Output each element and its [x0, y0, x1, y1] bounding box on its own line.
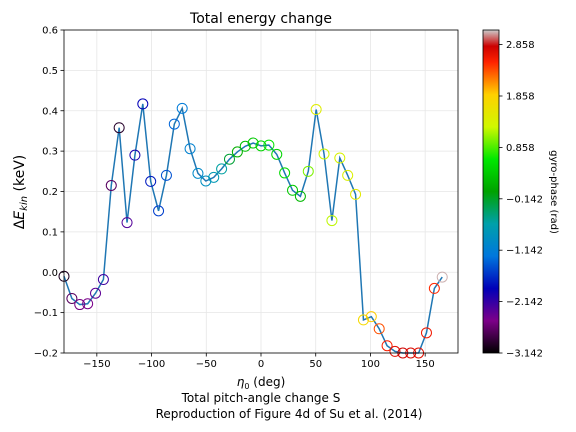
y-tick-label: 0.6 [42, 26, 58, 37]
data-point [365, 311, 377, 323]
data-point [420, 327, 432, 339]
y-tick-label: 0.3 [42, 147, 58, 158]
y-axis-label-symbol: Δ [12, 219, 28, 229]
data-point [66, 292, 78, 304]
data-point [145, 175, 157, 187]
markers [58, 98, 448, 359]
colorbar-tick-label: 2.858 [506, 40, 535, 51]
data-point [105, 179, 117, 191]
data-point [184, 143, 196, 155]
colorbar-ticks: 2.858 1.858 0.858 −0.142 −1.142 −2.142 −3.142 [499, 40, 543, 360]
x-axis-label-symbol: η [237, 375, 245, 389]
y-tick-label: 0.1 [42, 227, 58, 238]
data-point [216, 163, 228, 175]
x-tick-label: −150 [83, 359, 110, 370]
data-point [373, 323, 385, 335]
y-tick-label: 0.0 [42, 268, 58, 279]
y-axis-label-unit: (keV) [12, 155, 28, 196]
data-point [137, 98, 149, 110]
y-tick-label: 0.5 [42, 66, 58, 77]
y-tick-label: 0.2 [42, 187, 58, 198]
data-point [160, 169, 172, 181]
colorbar-tick-label: 1.858 [506, 91, 535, 102]
data-point [113, 122, 125, 134]
plot-area: −150 −100 −50 0 50 100 150 −0.2 −0.1 0.0 0.1 0.2 0.… [34, 26, 459, 370]
data-point [223, 153, 235, 165]
data-point [294, 190, 306, 202]
data-point [263, 139, 275, 151]
y-tick-label: 0.4 [42, 106, 58, 117]
data-point [334, 152, 346, 164]
data-point [302, 165, 314, 177]
y-ticks: −0.2 −0.1 0.0 0.1 0.2 0.3 0.4 0.5 0.6 [34, 26, 64, 360]
data-point [357, 314, 369, 326]
data-point [129, 149, 141, 161]
data-point [381, 340, 393, 352]
data-point [192, 167, 204, 179]
x-axis-label-unit: (deg) [249, 375, 285, 389]
data-point [153, 205, 165, 217]
x-tick-label: −100 [138, 359, 165, 370]
series-line [63, 103, 443, 354]
data-point [97, 274, 109, 286]
x-ticks: −150 −100 −50 0 50 100 150 [83, 353, 435, 370]
caption-line-2: Reproduction of Figure 4d of Su et al. (… [156, 407, 423, 421]
data-point [326, 215, 338, 227]
data-point [176, 102, 188, 114]
data-point [271, 148, 283, 160]
data-point [350, 188, 362, 200]
colorbar: 2.8581.8580.858−0.142−1.142−2.142−3.142 … [482, 29, 559, 360]
colorbar-tick-label: −1.142 [506, 246, 543, 257]
colorbar-tick-label: −0.142 [506, 194, 543, 205]
data-point [121, 217, 133, 229]
x-tick-label: 50 [309, 359, 322, 370]
x-axis-label-subscript: 0 [244, 382, 249, 391]
data-point [90, 287, 102, 299]
y-tick-label: −0.2 [34, 349, 58, 360]
colorbar-tick-label: −2.142 [506, 297, 543, 308]
colorbar-tick-label: 0.858 [506, 143, 535, 154]
data-point [389, 345, 401, 357]
data-point [318, 148, 330, 160]
x-axis-label: η0 (deg) [237, 375, 286, 391]
x-tick-label: −50 [196, 359, 217, 370]
y-axis-label-subscript: kin [19, 196, 30, 211]
data-point [208, 171, 220, 183]
x-tick-label: 100 [361, 359, 380, 370]
data-point [239, 140, 251, 152]
x-tick-label: 0 [258, 359, 264, 370]
data-point [231, 146, 243, 158]
data-point [74, 299, 86, 311]
data-point [342, 169, 354, 181]
data-point [436, 271, 448, 283]
colorbar-label: gyro-phase (rad) [548, 150, 559, 234]
data-point [247, 137, 259, 149]
data-point [255, 140, 267, 152]
y-tick-label: −0.1 [34, 308, 58, 319]
caption-line-1: Total pitch-angle change S [181, 391, 341, 405]
x-tick-label: 150 [416, 359, 435, 370]
y-axis-label-e: E [12, 211, 28, 220]
data-point [310, 104, 322, 116]
data-point [428, 282, 440, 294]
data-point [168, 118, 180, 130]
data-point [279, 167, 291, 179]
colorbar-tick-label: −3.142 [506, 349, 543, 360]
data-point [287, 184, 299, 196]
chart-title: Total energy change [189, 11, 332, 27]
data-point [82, 298, 94, 310]
y-axis-label: ΔEkin (keV) [12, 155, 30, 230]
colorbar-gradient [482, 29, 500, 354]
grid [64, 29, 458, 354]
